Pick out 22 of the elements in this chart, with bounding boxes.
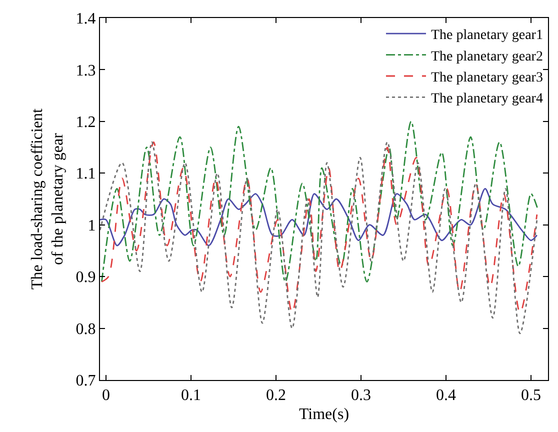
x-tick-label: 0: [102, 387, 110, 404]
line-series: [101, 120, 538, 282]
y-axis-title: The load-sharing coefficient of the planetary gear: [28, 108, 67, 290]
x-axis-title: Time(s): [298, 406, 350, 423]
y-tick-label: 1: [88, 217, 96, 234]
x-tick-label: 0.4: [436, 387, 456, 404]
legend-label: The planetary gear4: [431, 92, 543, 107]
legend-label: The planetary gear2: [431, 49, 543, 64]
x-tick-label: 0.1: [180, 387, 201, 404]
y-tick-label: 0.9: [76, 269, 96, 286]
y-tick-label: 0.7: [76, 372, 96, 390]
x-tick-label: 0.5: [521, 387, 541, 404]
y-tick-label: 0.8: [76, 320, 96, 338]
legend-label: The planetary gear3: [431, 70, 543, 86]
y-tick-label: 1.3: [76, 62, 96, 80]
legend-label: The planetary gear1: [431, 28, 543, 44]
x-tick-label: 0.3: [350, 387, 371, 404]
y-tick-label: 1.2: [76, 114, 96, 132]
y-tick-label: 1.1: [76, 166, 96, 183]
line-series: [100, 188, 538, 246]
y-tick-label: 1.4: [76, 10, 96, 28]
x-tick-label: 0.2: [266, 387, 286, 404]
